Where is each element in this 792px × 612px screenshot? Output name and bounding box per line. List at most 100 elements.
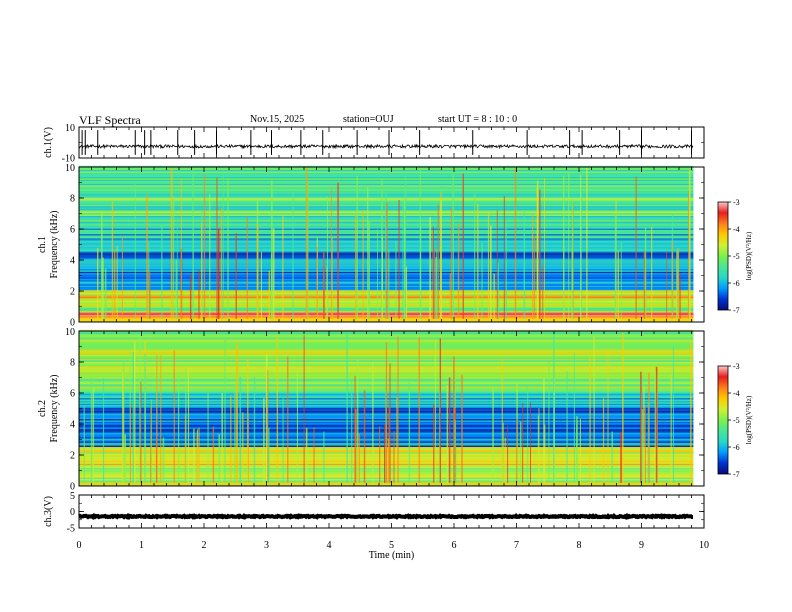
sferic-streak — [193, 428, 195, 483]
sferic-streak — [90, 377, 93, 483]
sferic-streak — [242, 412, 244, 483]
sferic-streak — [530, 402, 531, 483]
sferic-streak — [144, 353, 146, 483]
spectrogram-ylabel-3: ch.2 — [37, 400, 48, 417]
sferic-streak — [405, 266, 408, 319]
sferic-streak — [542, 265, 544, 319]
spectrogram-line — [79, 320, 694, 322]
spectrogram-line — [79, 333, 694, 336]
sferic-streak — [436, 249, 438, 319]
y-tick-label-3: 10 — [65, 327, 75, 338]
y-tick-label-4: 5 — [70, 491, 75, 502]
sferic-streak — [367, 187, 369, 319]
y-tick-label-4: 0 — [70, 507, 75, 518]
sferic-streak — [539, 189, 541, 319]
sferic-streak — [516, 419, 518, 483]
sferic-streak — [622, 332, 624, 483]
sferic-streak — [385, 342, 388, 483]
sferic-streak — [607, 347, 609, 483]
sferic-streak — [122, 372, 124, 483]
sferic-streak — [122, 359, 125, 483]
sferic-streak — [538, 408, 540, 483]
sferic-streak — [432, 226, 434, 319]
sferic-streak — [448, 377, 451, 483]
sferic-streak — [497, 262, 499, 319]
sferic-streak — [230, 395, 232, 483]
sferic-streak — [496, 210, 498, 319]
colorbar-tick-label: -6 — [733, 279, 740, 288]
spectrogram-line — [79, 339, 694, 341]
sferic-streak — [403, 199, 406, 319]
sferic-streak — [185, 366, 187, 483]
sferic-streak — [614, 213, 617, 319]
sferic-streak — [586, 167, 588, 319]
sferic-streak — [385, 190, 387, 319]
sferic-streak — [544, 178, 546, 319]
sferic-streak — [180, 179, 182, 319]
x-tick-label: 10 — [699, 540, 709, 551]
x-tick-label: 5 — [389, 540, 394, 551]
spectrogram-line — [79, 167, 694, 169]
sferic-streak — [139, 334, 141, 483]
sferic-streak — [644, 406, 646, 483]
sferic-streak — [236, 344, 238, 483]
sferic-streak — [239, 376, 242, 483]
sferic-streak — [162, 437, 165, 483]
sferic-streak — [644, 227, 647, 319]
sferic-streak — [331, 236, 333, 319]
sferic-streak — [111, 201, 114, 319]
sferic-streak — [576, 424, 578, 483]
sferic-streak — [201, 222, 203, 319]
sferic-streak — [677, 248, 680, 319]
sferic-streak — [651, 226, 653, 319]
sferic-streak — [648, 372, 650, 483]
spectrogram-line — [79, 335, 694, 337]
sferic-streak — [501, 359, 503, 483]
spectrogram-line — [79, 336, 694, 339]
sferic-streak — [493, 273, 495, 319]
spectrogram-line — [79, 332, 694, 334]
sferic-streak — [287, 356, 289, 483]
spectrogram-line — [79, 172, 694, 175]
ch1-ylabel: ch.1(V) — [43, 127, 54, 158]
sferic-streak — [217, 228, 220, 319]
sferic-streak — [326, 266, 328, 319]
sferic-streak — [453, 356, 455, 483]
y-tick-label-3: 4 — [70, 420, 75, 431]
sferic-streak — [156, 354, 158, 483]
y-tick-label-2: 4 — [70, 256, 75, 267]
sferic-streak — [573, 352, 575, 483]
y-tick-label-1: 10 — [65, 123, 75, 134]
sferic-streak — [272, 228, 275, 319]
sferic-streak — [635, 176, 637, 319]
sferic-streak — [363, 390, 366, 483]
ch3-trace — [78, 512, 694, 521]
sferic-streak — [395, 241, 397, 319]
sferic-streak — [175, 259, 177, 319]
sferic-streak — [446, 385, 449, 483]
sferic-streak — [198, 427, 200, 483]
spectrogram-line — [79, 189, 694, 191]
sferic-streak — [439, 338, 441, 483]
sferic-streak — [296, 372, 298, 483]
sferic-streak — [381, 178, 383, 319]
sferic-streak — [690, 342, 692, 483]
sferic-streak — [155, 435, 158, 483]
sferic-streak — [397, 336, 399, 483]
start-time-label: start UT = 8 : 10 : 0 — [438, 114, 518, 125]
sferic-streak — [398, 200, 400, 319]
colorbar-tick-label: -3 — [733, 362, 740, 371]
sferic-streak — [402, 203, 404, 319]
sferic-streak — [355, 409, 357, 483]
sferic-streak — [429, 217, 431, 319]
sferic-streak — [450, 207, 452, 319]
sferic-streak — [505, 217, 507, 319]
sferic-streak — [566, 371, 568, 483]
sferic-streak — [160, 354, 162, 483]
sferic-streak — [170, 167, 173, 319]
x-tick-label: 4 — [327, 540, 332, 551]
spectrogram-line — [79, 338, 694, 340]
sferic-streak — [440, 199, 442, 319]
y-tick-label-2: 10 — [65, 163, 75, 174]
sferic-streak — [679, 274, 681, 319]
